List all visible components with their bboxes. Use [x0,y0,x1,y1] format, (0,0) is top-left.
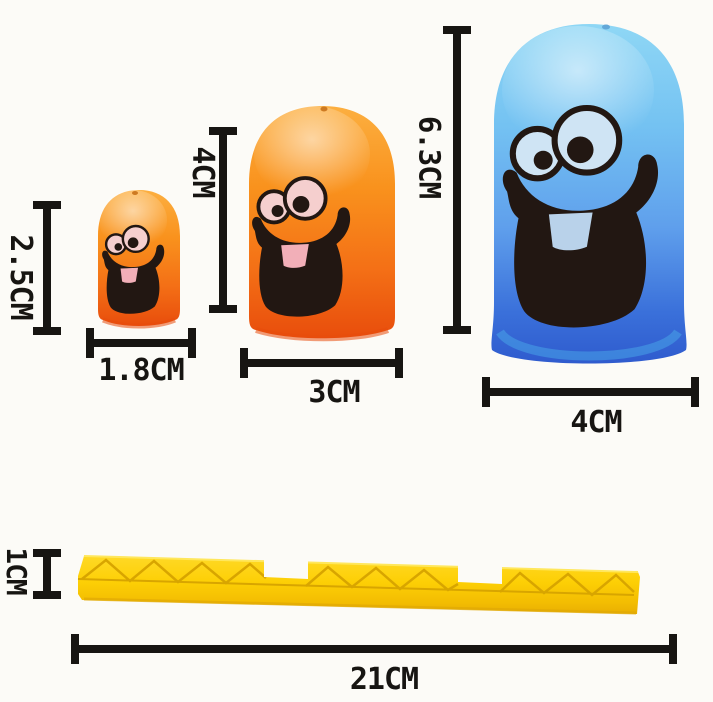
large-toy-height-label: 6.3CM [412,115,447,199]
toy-top-hole [602,24,610,30]
small-toy-width-dimension-line [86,328,196,358]
large-toy-width-label: 4CM [570,405,622,440]
toy-bottom-rim [496,329,682,361]
medium-toy-width-label: 3CM [308,375,360,410]
track-length-dimension-line [71,634,677,664]
medium-toy-width-dimension-line [240,348,403,378]
toy-top-hole [320,106,328,112]
small-toy-width-label: 1.8CM [98,353,184,388]
medium-toy-height-label: 4CM [185,146,220,198]
toy-bottom-rim [102,317,176,329]
toy-top-hole [132,191,138,195]
track-top-edge [83,555,639,573]
track-truss-pattern [81,558,635,597]
track-height-label: 1CM [0,547,33,595]
large-toy-width-dimension-line [482,377,699,407]
large-blue-toy-image [491,24,687,364]
medium-orange-toy-image [249,106,395,342]
small-orange-toy-image [98,190,180,329]
track-height-dimension-line [33,549,61,599]
small-toy-height-dimension-line [33,201,61,335]
toy-highlight [254,106,370,202]
small-toy-height-label: 2.5CM [3,234,38,320]
toy-bottom-rim [255,327,390,342]
track-notch [458,559,502,584]
large-toy-height-dimension-line [443,26,471,334]
track-bottom-shadow [83,597,637,615]
medium-toy-height-dimension-line [209,127,237,313]
track-notch [264,554,308,579]
yellow-track-image [77,554,640,615]
track-length-label: 21CM [349,662,419,697]
